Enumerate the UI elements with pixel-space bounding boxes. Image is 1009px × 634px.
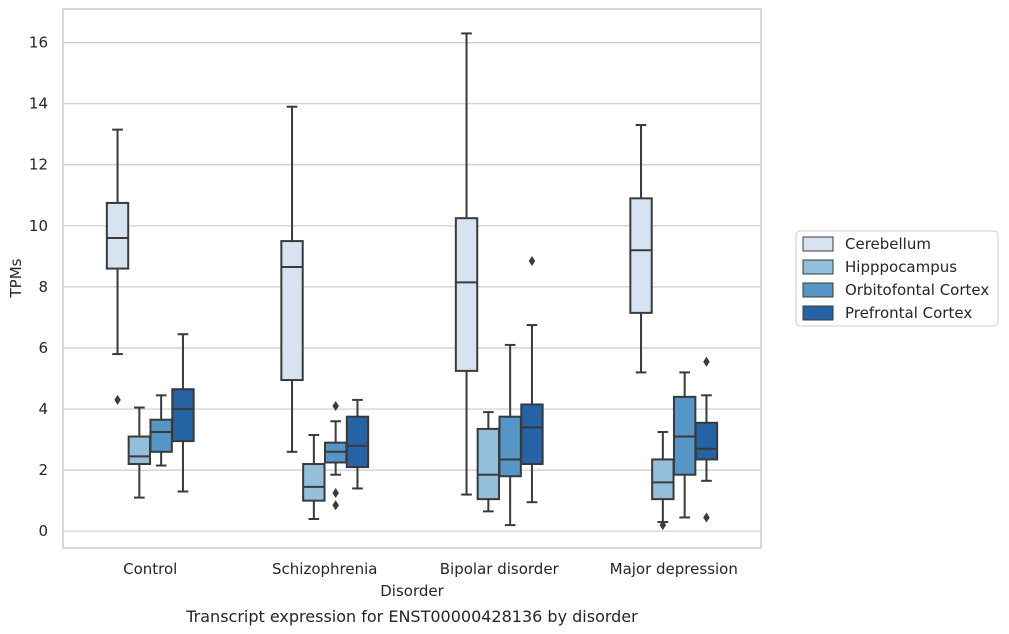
legend-label: Hipppocampus <box>845 258 957 276</box>
y-tick-label: 6 <box>38 339 48 357</box>
x-tick-label: Control <box>123 560 177 578</box>
outlier-point <box>703 512 710 523</box>
box-series-layer <box>105 32 719 531</box>
legend-label: Cerebellum <box>845 235 931 253</box>
series-group <box>149 343 697 527</box>
box-body <box>476 427 501 501</box>
box <box>454 32 479 496</box>
legend-item: Orbitofontal Cortex <box>802 281 989 299</box>
y-tick-label: 0 <box>38 522 48 540</box>
y-tick-label: 14 <box>29 95 48 113</box>
box <box>672 371 697 519</box>
box <box>629 124 653 374</box>
outlier-point <box>332 500 339 511</box>
outlier-point <box>332 488 339 499</box>
legend-swatch <box>802 259 834 275</box>
box <box>105 128 130 405</box>
outlier-point <box>332 400 339 411</box>
legend-label: Prefrontal Cortex <box>845 304 972 322</box>
box-body <box>694 421 719 461</box>
legend-frame <box>795 230 999 327</box>
x-axis-ticks: Control Schizophrenia Bipolar disorder Majo… <box>123 560 738 578</box>
y-axis-title: TPMs <box>7 258 25 298</box>
box <box>345 398 370 490</box>
legend-label: Orbitofontal Cortex <box>845 281 989 299</box>
chart-caption: Transcript expression for ENST0000042813… <box>185 607 638 626</box>
box-body <box>498 415 522 478</box>
box-body <box>629 197 653 314</box>
grid-lines <box>63 41 761 532</box>
box <box>498 343 522 527</box>
box <box>520 255 544 504</box>
box <box>302 434 326 520</box>
legend-swatch <box>802 236 834 252</box>
box <box>127 406 152 499</box>
y-axis-ticks: 0 2 4 6 8 10 12 14 16 <box>29 34 48 541</box>
box-body <box>302 463 326 502</box>
y-tick-label: 12 <box>29 156 48 174</box>
legend-swatch <box>802 305 834 321</box>
box-body <box>520 403 544 466</box>
y-tick-label: 10 <box>29 217 48 235</box>
box <box>651 430 675 531</box>
legend-item: Prefrontal Cortex <box>802 304 972 322</box>
plot-area-frame <box>62 8 762 549</box>
series-group <box>127 406 675 531</box>
series-group <box>171 255 719 523</box>
legend-item: Hipppocampus <box>802 258 957 276</box>
outlier-point <box>703 356 710 367</box>
outlier-point <box>659 520 667 531</box>
x-tick-label: Bipolar disorder <box>440 560 560 578</box>
x-tick-label: Schizophrenia <box>272 560 377 578</box>
x-tick-label: Major depression <box>610 560 738 578</box>
box-body <box>345 415 370 469</box>
outlier-point <box>528 255 536 266</box>
box-body <box>149 418 173 453</box>
box <box>323 400 348 511</box>
box <box>280 105 304 453</box>
legend-item: Cerebellum <box>802 235 931 253</box>
series-group <box>105 32 653 496</box>
box-body <box>651 458 675 501</box>
box-body <box>127 435 152 466</box>
x-axis-title: Disorder <box>380 582 444 600</box>
box-body <box>280 240 304 382</box>
box <box>694 356 719 523</box>
y-tick-label: 8 <box>38 278 48 296</box>
box-body <box>171 388 195 443</box>
box-body <box>105 201 130 270</box>
box <box>476 411 501 513</box>
y-tick-label: 2 <box>38 461 48 479</box>
y-tick-label: 4 <box>38 400 48 418</box>
box <box>171 333 195 493</box>
legend-swatch <box>802 282 834 298</box>
outlier-point <box>114 394 121 405</box>
box-body <box>454 217 479 372</box>
legend: Cerebellum Hipppocampus Orbitofontal Corte… <box>795 230 999 327</box>
y-tick-label: 16 <box>29 34 48 52</box>
box <box>149 394 173 467</box>
